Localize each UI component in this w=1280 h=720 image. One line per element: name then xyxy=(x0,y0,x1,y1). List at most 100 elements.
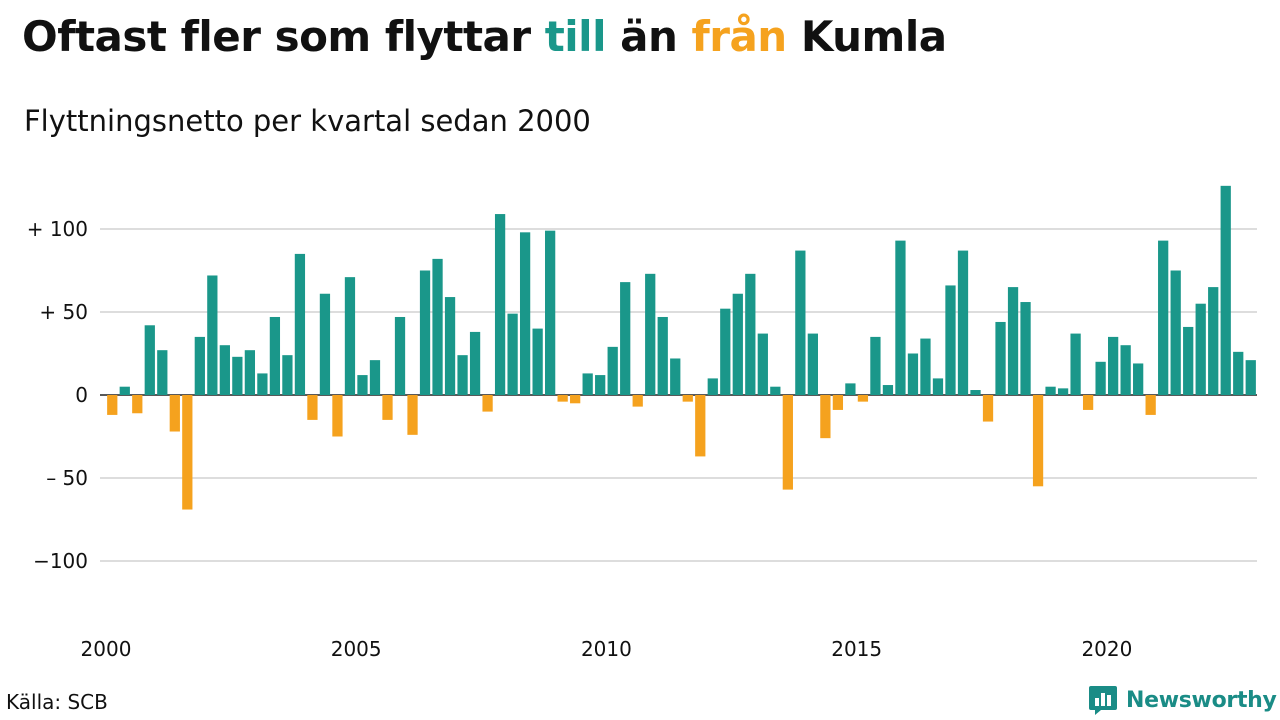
bar-positive xyxy=(294,253,306,395)
bar-positive xyxy=(1133,363,1144,395)
bar-chart-speech-bubble-icon xyxy=(1089,686,1117,715)
bar-positive xyxy=(1020,302,1031,395)
bar-positive xyxy=(519,232,531,395)
bar-positive xyxy=(507,313,518,395)
bar-negative xyxy=(695,395,706,457)
x-tick-label: 2020 xyxy=(1081,637,1132,661)
bar-positive xyxy=(469,331,481,395)
bar-negative xyxy=(307,395,318,420)
bar-positive xyxy=(970,390,981,395)
bar-positive xyxy=(770,386,781,395)
bar-positive xyxy=(845,383,856,395)
bar-positive xyxy=(1183,326,1194,395)
bar-negative xyxy=(682,395,693,402)
bar-negative xyxy=(182,395,193,510)
bar-negative xyxy=(1145,395,1156,415)
bar-positive xyxy=(232,356,243,395)
bar-positive xyxy=(1057,388,1069,395)
y-axis-ticks: + 100 + 50 0 – 50 −100 xyxy=(27,217,88,573)
bar-positive xyxy=(269,316,281,395)
bar-negative xyxy=(857,395,869,402)
bars xyxy=(107,185,1256,510)
bar-positive xyxy=(444,297,456,395)
bar-negative xyxy=(632,395,643,407)
bar-negative xyxy=(407,395,418,435)
bar-positive xyxy=(1158,240,1169,395)
bar-negative xyxy=(1082,395,1094,410)
bar-positive xyxy=(1045,386,1056,395)
bar-negative xyxy=(132,395,143,414)
bar-positive xyxy=(720,308,731,395)
bar-positive xyxy=(932,378,944,395)
title-part-1: Oftast fler som flyttar xyxy=(22,12,545,61)
x-tick-label: 2000 xyxy=(81,637,132,661)
brand-name: Newsworthy xyxy=(1126,687,1277,713)
bar-negative xyxy=(382,395,393,420)
bar-positive xyxy=(1070,333,1081,395)
bar-positive xyxy=(244,350,256,395)
title-part-fran: från xyxy=(691,12,787,61)
bar-negative xyxy=(482,395,493,412)
bar-positive xyxy=(119,386,130,395)
bar-positive xyxy=(394,316,406,395)
bar-positive xyxy=(219,345,230,395)
bar-negative xyxy=(169,395,180,432)
bar-positive xyxy=(670,358,681,395)
bar-negative xyxy=(557,395,568,402)
bar-positive xyxy=(1245,360,1256,395)
bar-positive xyxy=(144,325,155,395)
bar-negative xyxy=(982,395,994,422)
newsworthy-logo[interactable]: Newsworthy xyxy=(1088,684,1277,716)
bar-positive xyxy=(419,270,431,395)
bar-positive xyxy=(1195,303,1206,395)
y-tick-label: + 100 xyxy=(27,217,88,241)
bar-positive xyxy=(595,375,606,395)
bar-negative xyxy=(782,395,793,490)
bar-chart: + 100 + 50 0 – 50 −100 2000 2005 2010 2015 2020 xyxy=(27,185,1257,661)
bar-positive xyxy=(620,282,631,395)
bar-negative xyxy=(107,395,118,415)
bar-positive xyxy=(319,293,331,395)
bar-negative xyxy=(820,395,831,439)
bar-positive xyxy=(194,336,205,395)
y-tick-label: – 50 xyxy=(46,466,88,490)
bar-positive xyxy=(432,258,443,395)
bar-positive xyxy=(344,277,356,395)
bar-positive xyxy=(732,293,743,395)
bar-negative xyxy=(332,395,343,437)
bar-positive xyxy=(870,336,881,395)
bar-positive xyxy=(995,321,1006,395)
bar-positive xyxy=(882,385,894,395)
bar-positive xyxy=(907,353,919,395)
bar-positive xyxy=(757,333,768,395)
bar-positive xyxy=(1233,351,1244,395)
x-tick-label: 2010 xyxy=(581,637,632,661)
bar-negative xyxy=(832,395,844,410)
bar-positive xyxy=(207,275,218,395)
bar-positive xyxy=(657,316,668,395)
bar-positive xyxy=(1108,336,1119,395)
bar-positive xyxy=(1220,185,1231,395)
chart-title: Oftast fler som flyttar till än från Kum… xyxy=(22,12,947,61)
title-part-5: Kumla xyxy=(786,12,947,61)
x-tick-label: 2015 xyxy=(831,637,882,661)
bar-positive xyxy=(369,360,381,395)
y-tick-label: + 50 xyxy=(39,300,88,324)
bar-positive xyxy=(1170,270,1181,395)
bar-positive xyxy=(945,285,956,395)
bar-positive xyxy=(795,250,806,395)
bar-positive xyxy=(957,250,969,395)
bar-positive xyxy=(607,346,618,395)
bar-positive xyxy=(745,273,756,395)
title-part-3: än xyxy=(605,12,692,61)
bar-positive xyxy=(1120,345,1131,395)
source-note: Källa: SCB xyxy=(6,690,108,714)
bar-positive xyxy=(895,240,906,395)
bar-positive xyxy=(807,333,818,395)
bar-positive xyxy=(157,350,168,395)
bar-positive xyxy=(582,373,593,395)
chart-subtitle: Flyttningsnetto per kvartal sedan 2000 xyxy=(24,104,591,138)
y-tick-label: 0 xyxy=(75,383,88,407)
bar-positive xyxy=(1007,287,1019,395)
bar-positive xyxy=(494,214,506,395)
